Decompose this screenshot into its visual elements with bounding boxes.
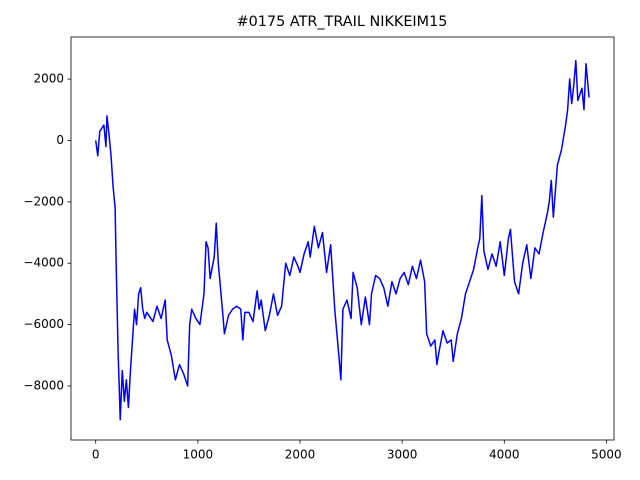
y-tick-label: −2000 — [23, 194, 64, 208]
x-tick-label: 4000 — [489, 448, 520, 462]
chart-title: #0175 ATR_TRAIL NIKKEIM15 — [237, 14, 448, 30]
x-tick-label: 5000 — [591, 448, 622, 462]
x-tick-label: 3000 — [387, 448, 418, 462]
y-tick-label: −8000 — [23, 378, 64, 392]
line-series — [94, 59, 590, 421]
y-tick-label: 0 — [56, 133, 64, 147]
y-tick-label: 2000 — [33, 72, 64, 86]
x-tick-label: 1000 — [183, 448, 214, 462]
y-tick-label: −6000 — [23, 317, 64, 331]
x-tick-label: 0 — [92, 448, 100, 462]
y-tick-label: −4000 — [23, 256, 64, 270]
x-tick-label: 2000 — [285, 448, 316, 462]
axes-frame — [70, 36, 615, 441]
